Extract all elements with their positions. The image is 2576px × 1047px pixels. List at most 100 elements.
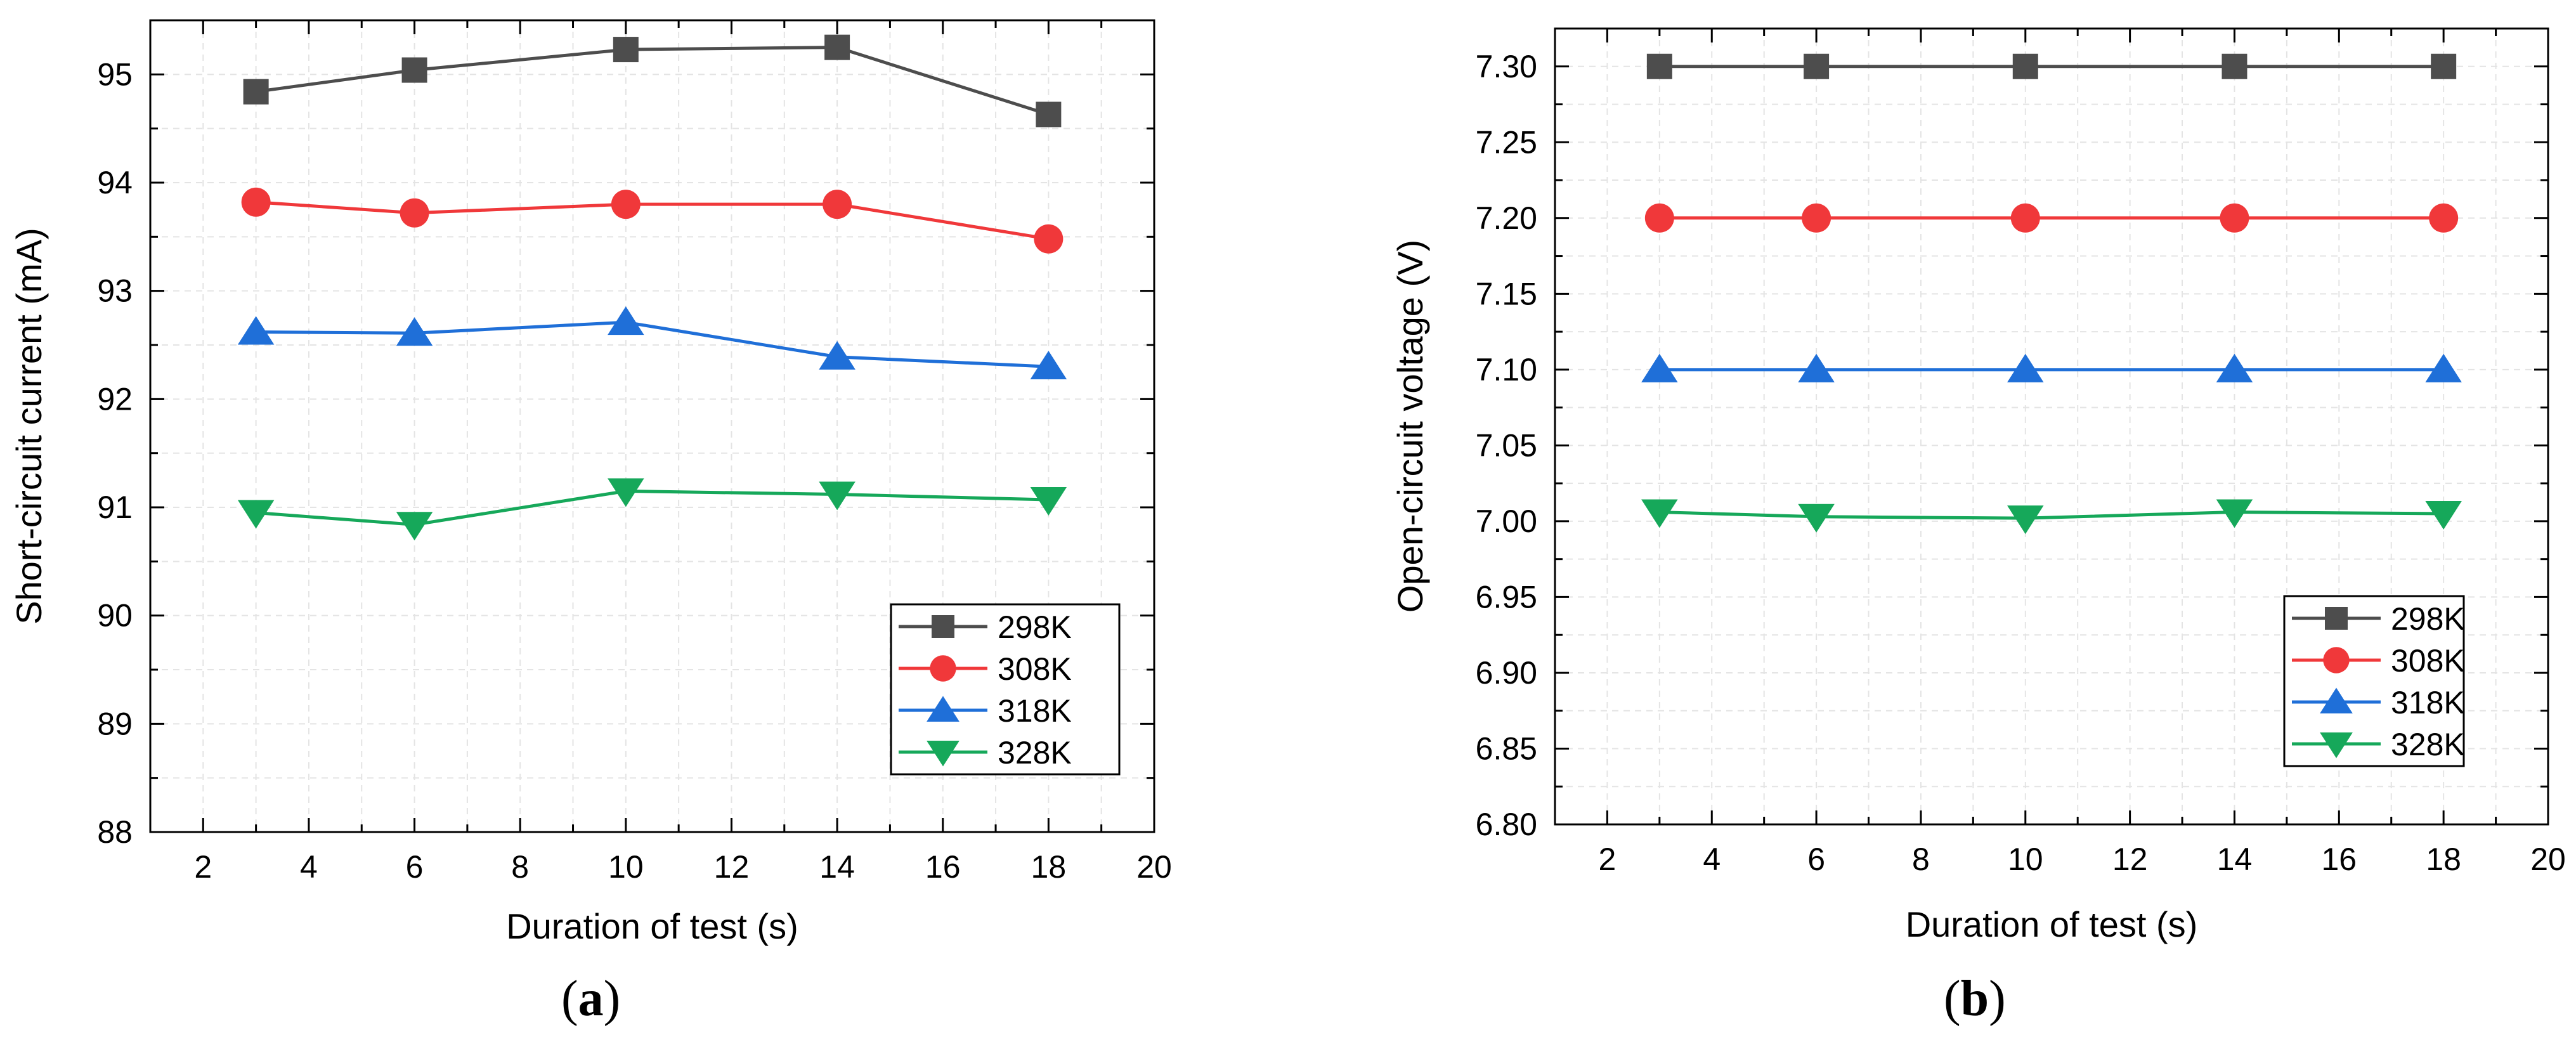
- series-308K: [241, 187, 1064, 254]
- data-point: [1641, 353, 1678, 382]
- legend-marker: [927, 696, 959, 722]
- x-tick-label: 2: [194, 849, 212, 885]
- series-328K: [237, 478, 1067, 541]
- x-tick-label: 4: [1703, 842, 1721, 877]
- legend-marker: [2320, 732, 2353, 758]
- data-point: [2429, 203, 2459, 233]
- x-tick-label: 14: [2217, 842, 2253, 877]
- data-point: [2431, 53, 2457, 79]
- y-tick-label: 7.20: [1476, 200, 1537, 236]
- y-tick-label: 89: [97, 706, 133, 741]
- data-point: [2007, 353, 2044, 382]
- data-point: [396, 317, 433, 346]
- data-point: [401, 57, 427, 83]
- legend-label: 308K: [998, 651, 1072, 687]
- y-axis-label: Short-circuit current (mA): [9, 228, 49, 624]
- data-point: [1644, 203, 1674, 233]
- y-tick-label: 6.85: [1476, 731, 1537, 766]
- x-tick-label: 12: [2112, 842, 2148, 877]
- x-axis: 2 4 6 8 10 12 14 16 18 20 Duration of test (s): [194, 20, 1172, 946]
- data-point: [2425, 353, 2462, 382]
- y-axis: 88 89 90 91 92 93 94 95 Short-circuit current (m…: [9, 19, 1154, 850]
- data-point: [1036, 101, 1062, 127]
- y-axis: 6.80 6.85 6.90 6.95 7.00 7.05 7.10 7.15 7.20 7.25…: [1390, 27, 2548, 842]
- series-298K: [243, 34, 1062, 127]
- y-tick-label: 6.95: [1476, 579, 1537, 615]
- x-tick-label: 10: [2008, 842, 2043, 877]
- legend-box: [890, 603, 1121, 776]
- y-tick-label: 6.90: [1476, 655, 1537, 691]
- legend-label: 328K: [998, 735, 1072, 771]
- y-tick-label: 94: [97, 165, 133, 200]
- y-tick-label: 90: [97, 598, 133, 634]
- series-line: [256, 46, 1050, 116]
- data-point: [1798, 504, 1835, 533]
- data-point: [243, 79, 269, 105]
- y-tick-label: 7.10: [1476, 352, 1537, 387]
- legend-label: 318K: [998, 693, 1072, 729]
- x-tick-label: 20: [2530, 842, 2566, 877]
- data-point: [2220, 203, 2249, 233]
- series-328K: [1641, 499, 2462, 535]
- x-tick-label: 10: [608, 849, 644, 885]
- plot-frame: [1554, 27, 2549, 826]
- data-point: [1804, 53, 1830, 79]
- y-tick-label: 93: [97, 273, 133, 309]
- data-point: [2012, 53, 2038, 79]
- x-tick-label: 6: [1807, 842, 1825, 877]
- data-point: [1030, 487, 1067, 516]
- x-tick-label: 6: [406, 849, 424, 885]
- x-tick-label: 18: [2426, 842, 2461, 877]
- y-tick-label: 95: [97, 56, 133, 92]
- y-tick-label: 92: [97, 381, 133, 417]
- legend-box: [2283, 595, 2465, 767]
- y-tick-label: 7.05: [1476, 427, 1537, 463]
- data-point: [1646, 53, 1672, 79]
- x-tick-label: 20: [1136, 849, 1172, 885]
- data-point: [1798, 353, 1835, 382]
- legend: 298K 308K 318K 328K: [2283, 595, 2465, 767]
- legend-marker: [932, 615, 954, 638]
- series-318K: [1641, 353, 2462, 382]
- x-tick-label: 8: [1912, 842, 1930, 877]
- series-298K: [1646, 53, 2457, 79]
- legend-label: 328K: [2391, 727, 2465, 762]
- data-point: [2007, 505, 2044, 535]
- x-tick-label: 4: [300, 849, 318, 885]
- data-point: [1802, 203, 1831, 233]
- legend-marker: [927, 741, 959, 767]
- x-tick-label: 16: [925, 849, 961, 885]
- legend-label: 308K: [2391, 643, 2465, 679]
- panel-b-caption: (b): [1944, 971, 2006, 1027]
- data-point: [608, 478, 644, 507]
- x-tick-label: 2: [1599, 842, 1617, 877]
- data-point: [819, 341, 855, 370]
- y-tick-label: 7.15: [1476, 276, 1537, 311]
- x-tick-label: 16: [2322, 842, 2357, 877]
- data-point: [1034, 224, 1064, 254]
- y-tick-label: 6.80: [1476, 807, 1537, 842]
- x-tick-label: 12: [714, 849, 750, 885]
- data-point: [819, 481, 855, 510]
- x-tick-label: 14: [819, 849, 855, 885]
- data-point: [608, 306, 644, 335]
- panel-b: 2 4 6 8 10 12 14 16 18 20 Duration of test (s) 6.80…: [1390, 27, 2566, 944]
- plot-frame: [149, 19, 1155, 833]
- data-point: [2216, 499, 2253, 528]
- y-tick-label: 88: [97, 814, 133, 850]
- data-point: [1030, 351, 1067, 380]
- legend-label: 298K: [998, 609, 1072, 645]
- x-tick-label: 8: [511, 849, 529, 885]
- y-tick-label: 91: [97, 490, 133, 525]
- legend-marker: [930, 655, 956, 682]
- data-point: [824, 34, 850, 60]
- data-point: [1641, 499, 1678, 528]
- data-point: [611, 190, 641, 219]
- legend: 298K 308K 318K 328K: [890, 603, 1121, 776]
- legend-marker: [2323, 647, 2350, 673]
- data-point: [2221, 53, 2247, 79]
- legend-marker: [2325, 607, 2348, 630]
- y-axis-label: Open-circuit voltage (V): [1390, 240, 1430, 613]
- series-line: [1659, 510, 2444, 520]
